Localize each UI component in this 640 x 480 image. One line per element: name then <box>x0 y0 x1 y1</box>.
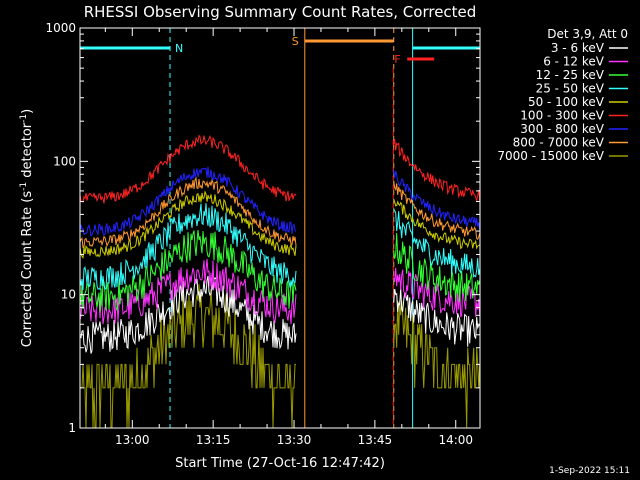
chart-title: RHESSI Observing Summary Count Rates, Co… <box>84 3 477 21</box>
flare-label: F <box>394 53 400 66</box>
series-line <box>79 190 297 259</box>
plot-frame <box>79 27 481 429</box>
series-line <box>79 275 297 354</box>
series-line <box>393 232 481 302</box>
axes: 13:00 13:15 13:30 13:45 14:00 1 10 100 1000 <box>45 21 480 447</box>
legend-entry-label: 25 - 50 keV <box>536 82 605 96</box>
series-line <box>393 198 480 250</box>
series-line <box>393 267 481 318</box>
x-tick-label: 13:15 <box>196 433 231 447</box>
night-label: N <box>175 42 183 55</box>
series-line <box>79 134 297 204</box>
footer-timestamp: 1-Sep-2022 15:11 <box>549 466 630 476</box>
series-line <box>393 170 481 230</box>
series-line <box>393 288 480 347</box>
legend-entry-label: 3 - 6 keV <box>551 41 605 55</box>
x-tick-label: 13:30 <box>277 433 312 447</box>
series-line <box>79 203 297 290</box>
series-line <box>393 209 481 278</box>
series-line <box>79 166 297 237</box>
series-line <box>393 300 481 429</box>
x-tick-label: 13:00 <box>115 433 150 447</box>
legend-entry-label: 12 - 25 keV <box>536 68 605 82</box>
plot-area: N S F <box>79 28 481 429</box>
y-tick-label: 100 <box>53 154 76 168</box>
y-axis-label: Corrected Count Rate (s-1 detector-1) <box>19 109 35 347</box>
legend-entry-label: 800 - 7000 keV <box>513 136 605 150</box>
x-axis-label: Start Time (27-Oct-16 12:47:42) <box>175 456 385 471</box>
legend-entry-label: 100 - 300 keV <box>520 109 604 123</box>
x-tick-label: 14:00 <box>438 433 473 447</box>
y-axis-label-end: ) <box>20 109 35 114</box>
y-tick-label: 10 <box>61 288 76 302</box>
legend-header: Det 3,9, Att 0 <box>547 27 628 41</box>
y-axis-label-sup1: -1 <box>19 182 29 191</box>
series-line <box>79 229 297 312</box>
series-line <box>393 180 481 241</box>
y-axis-label-mid: detector <box>20 122 35 182</box>
saa-label: S <box>292 35 299 48</box>
series-line <box>393 139 481 203</box>
legend-entry-label: 50 - 100 keV <box>528 95 605 109</box>
x-tick-label: 13:45 <box>358 433 393 447</box>
y-axis-label-sup2: -1 <box>19 114 29 123</box>
legend-entry-label: 7000 - 15000 keV <box>497 149 604 163</box>
y-tick-label: 1000 <box>45 21 76 35</box>
series-line <box>80 284 296 429</box>
y-axis-label-main: Corrected Count Rate (s <box>20 191 35 348</box>
legend-entry-label: 6 - 12 keV <box>543 55 605 69</box>
series-line <box>79 176 297 249</box>
legend-entry-label: 300 - 800 keV <box>520 122 604 136</box>
y-tick-label: 1 <box>68 421 76 435</box>
